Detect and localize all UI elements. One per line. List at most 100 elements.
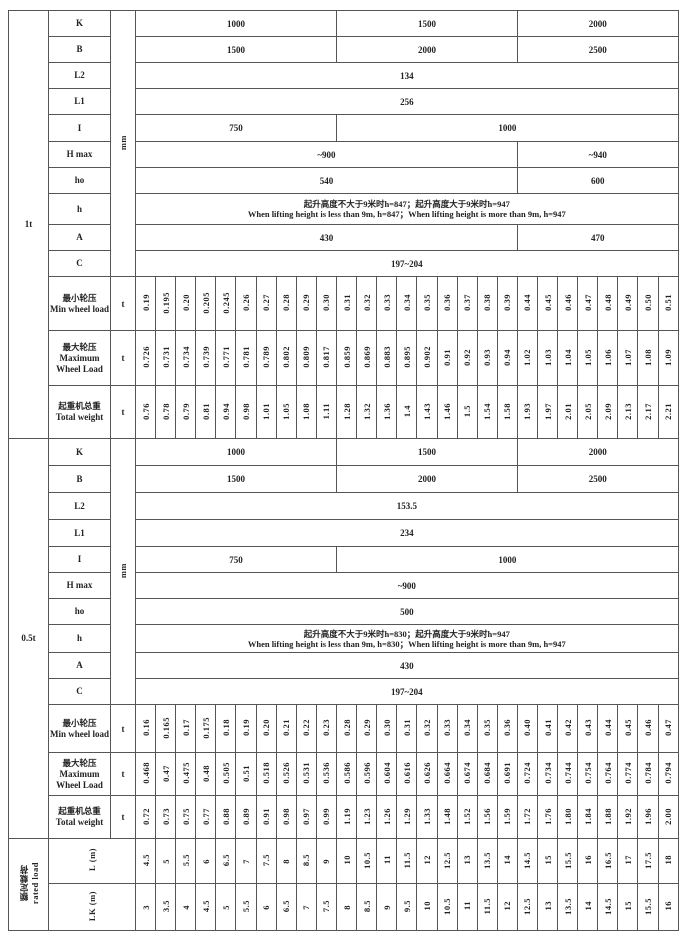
rated-load-value: 3.5 — [155, 883, 177, 931]
load-value-text: 1.88 — [602, 807, 613, 825]
load-value: 0.47 — [577, 276, 599, 331]
load-value-text: 1.58 — [502, 402, 513, 420]
load-value: 0.94 — [496, 330, 518, 386]
dimension-label: B — [48, 465, 111, 493]
load-value-text: 0.784 — [643, 762, 653, 784]
load-value-text: 0.51 — [241, 764, 252, 782]
dimension-label: A — [48, 652, 111, 679]
load-value-text: 0.75 — [180, 807, 191, 825]
load-value: 0.32 — [416, 704, 438, 753]
rated-load-value-text: 7.5 — [321, 899, 332, 913]
dimension-row: B 1500 2000 2500 — [9, 36, 679, 63]
rated-load-value-text: 16 — [663, 901, 674, 911]
load-label-cn: 起重机总重 — [58, 401, 101, 411]
load-value-text: 1.54 — [482, 402, 493, 420]
load-value-text: 0.47 — [160, 764, 171, 782]
load-label: 最小轮压 Min wheel load — [48, 276, 111, 331]
rated-load-value: 7.5 — [255, 838, 277, 884]
rated-load-value: 8.5 — [295, 838, 317, 884]
dimension-row: ho 540 600 — [9, 167, 679, 194]
dimension-row: ho 500 — [9, 598, 679, 625]
load-value: 0.29 — [295, 276, 317, 331]
rated-load-row: LK (m) 3 3.5 4 4.5 5 5.5 6 6.5 7 7.5 8 8.5 9 9.5 10 10.5… — [9, 883, 679, 931]
load-value-text: 1.26 — [381, 807, 392, 825]
rated-load-value-text: 12.5 — [442, 851, 453, 869]
rated-load-value-text: 8 — [281, 859, 292, 864]
rated-load-value: 4 — [175, 883, 197, 931]
load-value: 0.38 — [476, 276, 498, 331]
load-value-text: 0.78 — [160, 402, 171, 420]
dimension-label: ho — [48, 167, 111, 194]
load-value: 1.93 — [516, 385, 538, 439]
rated-load-value-text: 13.5 — [562, 897, 573, 915]
rated-load-value-text: 10.5 — [442, 897, 453, 915]
load-value: 0.869 — [356, 330, 378, 386]
load-value-text: 0.36 — [442, 294, 453, 311]
load-value-text: 0.895 — [401, 346, 412, 368]
rated-load-value: 7 — [235, 838, 257, 884]
load-label-cn: 最小轮压 — [62, 717, 97, 728]
load-value-text: 0.32 — [421, 719, 432, 736]
rated-load-value-text: 7 — [301, 905, 312, 910]
load-value-text: 0.33 — [381, 294, 392, 311]
load-row: 最小轮压 Min wheel load t 0.19 0.195 0.20 0.205 0.2… — [9, 276, 679, 331]
load-value: 0.20 — [255, 704, 277, 753]
rated-load-value-text: 15.5 — [643, 897, 653, 915]
load-value: 0.19 — [134, 276, 157, 331]
load-value-text: 1.05 — [281, 402, 292, 420]
dimension-value: 197~204 — [135, 678, 679, 705]
load-value: 0.16 — [134, 704, 157, 753]
load-value-text: 0.98 — [281, 807, 292, 825]
load-value-text: 0.34 — [462, 719, 473, 736]
rated-load-en: rated load — [29, 862, 40, 905]
load-value: 0.79 — [175, 385, 197, 439]
load-value-text: 0.859 — [341, 346, 352, 368]
load-value: 0.734 — [536, 752, 559, 796]
load-value-text: 0.17 — [180, 719, 191, 736]
load-value-text: 0.48 — [200, 764, 211, 782]
load-value: 1.28 — [336, 385, 358, 439]
load-value: 0.616 — [396, 752, 418, 796]
load-value: 0.92 — [456, 330, 478, 386]
load-value: 2.13 — [617, 385, 639, 439]
load-value-text: 0.81 — [200, 402, 211, 420]
dimension-label: I — [48, 114, 111, 142]
load-value: 2.21 — [657, 385, 679, 439]
dimension-label: ho — [48, 598, 111, 625]
rated-load-value-text: 9.5 — [401, 899, 412, 913]
dimension-value: 750 — [134, 114, 338, 142]
load-value-text: 0.165 — [160, 716, 171, 739]
dimension-row: L2 153.5 — [9, 492, 679, 520]
rated-load-value: 9 — [315, 838, 338, 884]
load-value-text: 1.33 — [421, 807, 432, 825]
load-value: 0.33 — [436, 704, 458, 753]
load-value-text: 0.73 — [160, 807, 171, 825]
load-value: 0.46 — [557, 276, 579, 331]
load-value: 1.07 — [617, 330, 639, 386]
rated-load-value: 12 — [496, 883, 518, 931]
dimension-row: A 430 470 — [9, 224, 679, 251]
rated-load-value-text: 9 — [381, 905, 392, 910]
unit-mm-cell: mm — [110, 10, 136, 277]
rated-load-value-text: 10 — [341, 855, 352, 865]
load-value-text: 1.08 — [301, 402, 312, 420]
load-value: 0.48 — [195, 752, 217, 796]
load-value: 0.518 — [255, 752, 277, 796]
rated-load-value: 13 — [536, 883, 559, 931]
dimension-label: H max — [48, 141, 111, 168]
load-value: 0.98 — [275, 795, 297, 839]
load-value: 0.51 — [235, 752, 257, 796]
load-value-text: 0.29 — [301, 294, 312, 311]
dimension-row: I 750 1000 — [9, 114, 679, 142]
load-value: 0.51 — [657, 276, 679, 331]
dimension-label: A — [48, 224, 111, 251]
load-value: 1.54 — [476, 385, 498, 439]
dimension-label: C — [48, 678, 111, 705]
rated-load-value-text: 12 — [421, 855, 432, 865]
load-value-text: 0.32 — [361, 294, 372, 311]
load-value-text: 0.19 — [241, 719, 252, 736]
load-label: 最大轮压 Maximum Wheel Load — [48, 330, 111, 386]
load-value-text: 0.46 — [643, 719, 653, 736]
dimension-note-cn: 起升高度不大于9米时h=830；起升高度大于9米时h=947 — [303, 628, 510, 639]
